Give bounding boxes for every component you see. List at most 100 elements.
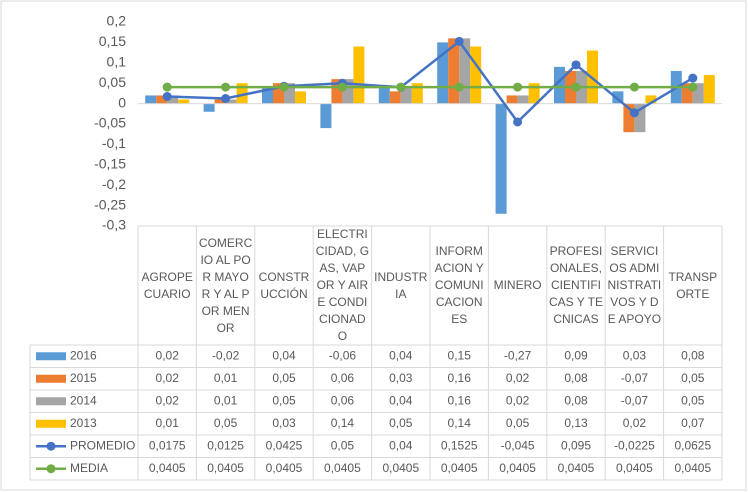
category-label: PROFESIONALES, CIENTIFICAS Y TECNICAS bbox=[548, 244, 603, 326]
table-cell: 0,0125 bbox=[207, 438, 244, 452]
line-marker bbox=[688, 82, 698, 92]
line-marker bbox=[279, 82, 289, 92]
table-cell: -0,02 bbox=[212, 348, 240, 362]
bar bbox=[236, 83, 248, 104]
legend-key bbox=[36, 374, 66, 383]
table-cell: 0,0625 bbox=[674, 438, 711, 452]
bar bbox=[273, 83, 284, 104]
bar bbox=[470, 46, 482, 104]
table-cell: 0,0405 bbox=[324, 461, 361, 475]
table-cell: 0,05 bbox=[272, 371, 296, 385]
table-cell: 0,02 bbox=[156, 348, 180, 362]
line-marker bbox=[571, 60, 581, 70]
bar bbox=[437, 42, 449, 104]
bar bbox=[634, 103, 646, 133]
line-marker bbox=[162, 82, 172, 92]
bar bbox=[623, 103, 635, 133]
bar bbox=[703, 75, 715, 104]
bar bbox=[459, 38, 471, 104]
table-cell: 0,14 bbox=[331, 416, 355, 430]
table-cell: 0,04 bbox=[389, 438, 413, 452]
table-cell: 0,05 bbox=[331, 438, 355, 452]
bar bbox=[262, 87, 273, 104]
line-marker bbox=[454, 82, 464, 92]
table-cell: 0,02 bbox=[156, 371, 180, 385]
bar bbox=[400, 87, 412, 104]
legend-key bbox=[36, 419, 66, 428]
table-cell: 0,06 bbox=[331, 393, 355, 407]
legend-key bbox=[36, 352, 66, 361]
bar bbox=[528, 83, 540, 104]
y-tick-label: -0,05 bbox=[94, 115, 126, 131]
bar bbox=[517, 95, 529, 104]
bar bbox=[203, 103, 215, 112]
bar bbox=[389, 91, 401, 104]
bar bbox=[554, 66, 565, 104]
bar bbox=[612, 91, 624, 104]
line-marker bbox=[571, 82, 581, 92]
bar bbox=[411, 83, 423, 104]
table-cell: -0,0225 bbox=[614, 438, 655, 452]
bar bbox=[495, 103, 507, 214]
table-cell: 0,04 bbox=[389, 393, 413, 407]
y-tick-label: 0,2 bbox=[107, 13, 127, 29]
bar bbox=[156, 95, 168, 104]
table-cell: 0,02 bbox=[506, 393, 530, 407]
table-cell: 0,03 bbox=[272, 416, 296, 430]
legend-key bbox=[46, 464, 56, 474]
y-tick-label: -0,15 bbox=[94, 156, 126, 172]
category-label: AGROPECUARIO bbox=[141, 269, 193, 301]
line-marker bbox=[454, 36, 464, 46]
line-marker bbox=[629, 108, 639, 118]
category-label: INDUSTRIA bbox=[374, 269, 428, 301]
category-label: MINERO bbox=[493, 278, 542, 292]
bar bbox=[284, 83, 295, 104]
table-cell: 0,05 bbox=[389, 416, 413, 430]
legend-label: MEDIA bbox=[70, 461, 108, 475]
legend-key bbox=[36, 397, 66, 406]
category-label: CONSTRUCCIÓN bbox=[258, 269, 310, 301]
category-label: ELECTRICIDAD, GAS, VAPOR Y AIRE CONDICIO… bbox=[315, 227, 370, 343]
line-marker bbox=[396, 82, 406, 92]
line-series bbox=[167, 39, 694, 124]
table-cell: 0,05 bbox=[681, 371, 705, 385]
bar bbox=[692, 83, 704, 104]
table-cell: 0,04 bbox=[272, 348, 296, 362]
line-marker bbox=[221, 82, 231, 92]
category-label: INFORMACION Y COMUNICACIONES bbox=[434, 244, 484, 326]
y-tick-label: -0,1 bbox=[102, 135, 126, 151]
table-cell: 0,07 bbox=[681, 416, 705, 430]
line-marker bbox=[513, 117, 523, 127]
table-cell: 0,08 bbox=[564, 393, 588, 407]
table-cell: 0,05 bbox=[506, 416, 530, 430]
y-tick-label: -0,25 bbox=[94, 196, 126, 212]
table-cell: 0,16 bbox=[448, 371, 472, 385]
table-cell: 0,03 bbox=[389, 371, 413, 385]
line-marker bbox=[221, 94, 231, 103]
category-label: SERVICIOS ADMINISTRATIVOS Y DE APOYO bbox=[607, 244, 662, 326]
table-cell: 0,02 bbox=[506, 371, 530, 385]
table-cell: 0,0405 bbox=[441, 461, 478, 475]
table-cell: 0,04 bbox=[389, 348, 413, 362]
bar bbox=[178, 99, 190, 104]
line-marker bbox=[629, 82, 639, 92]
table-cell: 0,0405 bbox=[616, 461, 653, 475]
bar bbox=[145, 95, 157, 104]
bar bbox=[645, 95, 657, 104]
bar bbox=[320, 103, 332, 129]
y-tick-label: -0,2 bbox=[102, 176, 126, 192]
legend-key bbox=[46, 441, 56, 451]
legend-label: PROMEDIO bbox=[70, 438, 135, 452]
table-cell: 0,0425 bbox=[266, 438, 303, 452]
table-cell: -0,27 bbox=[504, 348, 532, 362]
bar bbox=[331, 79, 343, 104]
bar bbox=[342, 79, 354, 104]
bar bbox=[295, 91, 306, 104]
table-cell: 0,095 bbox=[561, 438, 591, 452]
line-marker bbox=[162, 91, 172, 101]
table-cell: 0,01 bbox=[156, 416, 180, 430]
table-cell: 0,0405 bbox=[674, 461, 711, 475]
table-cell: 0,01 bbox=[214, 371, 238, 385]
